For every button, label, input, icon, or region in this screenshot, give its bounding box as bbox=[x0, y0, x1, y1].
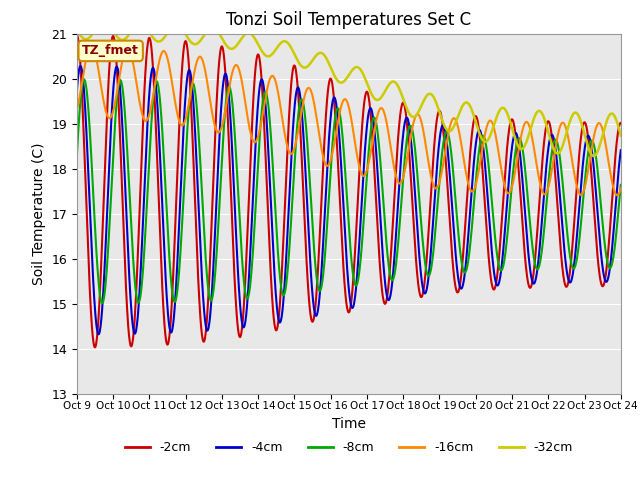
Legend: -2cm, -4cm, -8cm, -16cm, -32cm: -2cm, -4cm, -8cm, -16cm, -32cm bbox=[120, 436, 578, 459]
Title: Tonzi Soil Temperatures Set C: Tonzi Soil Temperatures Set C bbox=[226, 11, 472, 29]
Text: TZ_fmet: TZ_fmet bbox=[82, 44, 139, 58]
X-axis label: Time: Time bbox=[332, 417, 366, 431]
Y-axis label: Soil Temperature (C): Soil Temperature (C) bbox=[31, 143, 45, 285]
